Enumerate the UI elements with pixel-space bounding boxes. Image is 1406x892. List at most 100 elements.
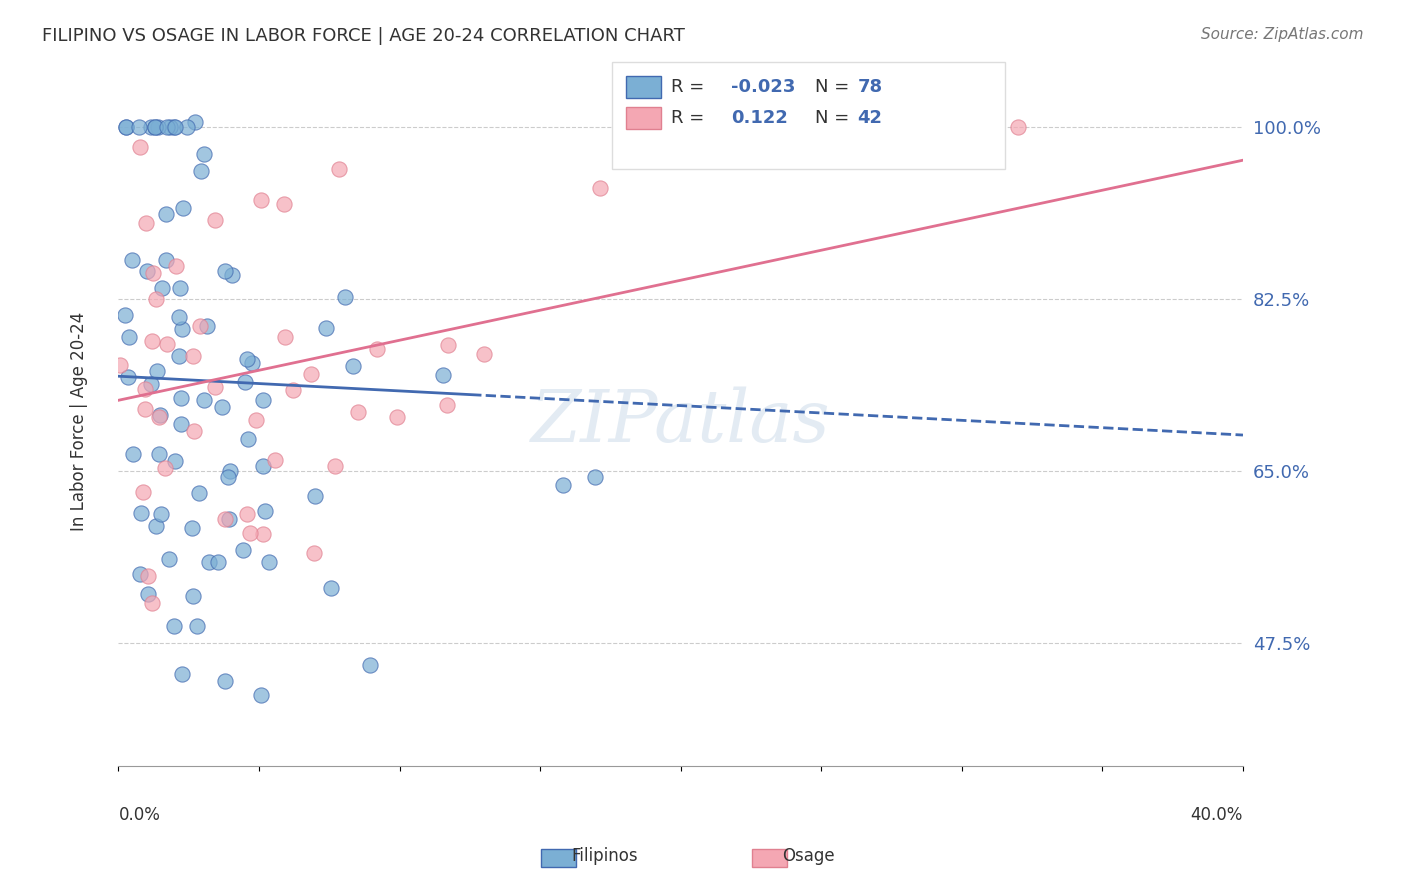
Point <box>304 489 326 503</box>
Point <box>187 486 209 500</box>
Point <box>155 461 177 475</box>
Point <box>239 526 262 541</box>
Point <box>148 447 170 461</box>
Point <box>193 393 215 408</box>
Point <box>136 587 159 601</box>
Point <box>108 358 131 372</box>
Point <box>165 259 187 273</box>
Point <box>165 120 187 134</box>
Point <box>170 417 193 431</box>
Point <box>181 521 204 535</box>
Point <box>342 359 364 373</box>
Point <box>249 193 271 207</box>
Text: In Labor Force | Age 20-24: In Labor Force | Age 20-24 <box>70 312 89 532</box>
Point <box>204 380 226 394</box>
Point <box>172 201 194 215</box>
Point <box>170 391 193 405</box>
Point <box>167 350 190 364</box>
Point <box>333 289 356 303</box>
Point <box>245 413 267 427</box>
Point <box>207 556 229 570</box>
Point <box>150 281 173 295</box>
Point <box>359 658 381 673</box>
Point <box>263 453 285 467</box>
Point <box>299 367 322 381</box>
Point <box>323 458 346 473</box>
Point <box>132 484 155 499</box>
Point <box>315 321 337 335</box>
Point <box>432 368 454 382</box>
Point <box>176 120 198 134</box>
Point <box>181 349 204 363</box>
Point <box>169 280 191 294</box>
Point <box>157 552 180 566</box>
Point <box>190 318 212 333</box>
Point <box>143 120 166 134</box>
Point <box>252 459 274 474</box>
Point <box>115 120 138 134</box>
Point <box>583 470 606 484</box>
Point <box>214 673 236 688</box>
Text: Source: ZipAtlas.com: Source: ZipAtlas.com <box>1201 27 1364 42</box>
Point <box>232 543 254 558</box>
Point <box>183 425 205 439</box>
Point <box>141 595 163 609</box>
Point <box>134 382 156 396</box>
Point <box>117 370 139 384</box>
Point <box>163 120 186 134</box>
Point <box>155 252 177 267</box>
Point <box>273 197 295 211</box>
Point <box>214 264 236 278</box>
Point <box>236 507 259 521</box>
Point <box>218 512 240 526</box>
Point <box>366 343 388 357</box>
Point <box>148 409 170 424</box>
Point <box>217 470 239 484</box>
Text: -0.023: -0.023 <box>731 78 796 95</box>
Point <box>129 506 152 520</box>
Point <box>274 330 297 344</box>
Point <box>717 114 740 128</box>
Point <box>184 114 207 128</box>
Point <box>134 401 156 416</box>
Point <box>163 618 186 632</box>
Text: R =: R = <box>671 109 716 127</box>
Point <box>204 213 226 227</box>
Text: Osage: Osage <box>782 847 835 865</box>
Text: 42: 42 <box>858 109 883 127</box>
Point <box>472 347 495 361</box>
Text: Filipinos: Filipinos <box>571 847 638 865</box>
Point <box>219 464 242 478</box>
Point <box>146 120 169 134</box>
Point <box>283 383 305 397</box>
Point <box>128 120 150 134</box>
Point <box>143 120 166 134</box>
Point <box>236 351 259 366</box>
Text: R =: R = <box>671 78 710 95</box>
Point <box>321 581 343 595</box>
Point <box>159 120 181 134</box>
Text: 0.0%: 0.0% <box>118 805 160 823</box>
Point <box>242 356 264 370</box>
Point <box>114 309 136 323</box>
Point <box>347 405 370 419</box>
Point <box>252 393 274 408</box>
Point <box>250 688 273 702</box>
Point <box>221 268 243 282</box>
Point <box>170 322 193 336</box>
Point <box>214 512 236 526</box>
Point <box>181 589 204 603</box>
Text: 78: 78 <box>858 78 883 95</box>
Point <box>172 666 194 681</box>
Point <box>121 447 143 461</box>
Point <box>150 507 173 521</box>
Point <box>156 336 179 351</box>
Point <box>142 266 165 280</box>
Point <box>128 139 150 153</box>
Point <box>129 567 152 582</box>
Point <box>238 432 260 446</box>
Point <box>186 619 208 633</box>
Point <box>118 329 141 343</box>
Point <box>211 400 233 414</box>
Point <box>146 364 169 378</box>
